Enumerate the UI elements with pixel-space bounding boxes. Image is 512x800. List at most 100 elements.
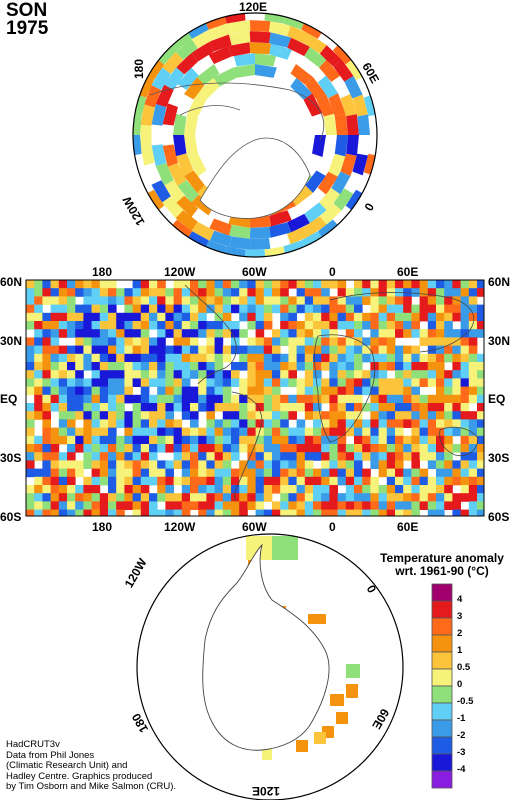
anomaly-cell	[140, 337, 150, 346]
polar-anomaly-cell	[155, 42, 178, 65]
anomaly-cell	[378, 353, 388, 363]
anomaly-cell	[83, 403, 92, 412]
anomaly-cell	[313, 493, 322, 502]
anomaly-cell	[345, 444, 355, 453]
anomaly-cell	[116, 452, 125, 461]
anomaly-cell	[427, 485, 437, 494]
anomaly-cell	[26, 411, 35, 420]
anomaly-cell	[149, 296, 158, 305]
anomaly-cell	[395, 509, 404, 516]
anomaly-cell	[222, 493, 232, 502]
anomaly-cell	[411, 329, 420, 338]
anomaly-cell	[288, 485, 297, 494]
anomaly-cell	[419, 427, 429, 437]
anomaly-cell	[190, 501, 199, 510]
anomaly-cell	[91, 419, 101, 428]
anomaly-cell	[329, 362, 338, 371]
anomaly-cell	[321, 476, 330, 486]
legend-swatch	[431, 668, 453, 687]
anomaly-cell	[263, 444, 273, 453]
anomaly-cell	[477, 468, 484, 478]
anomaly-cell	[362, 419, 371, 428]
anomaly-cell	[239, 501, 248, 510]
anomaly-cell	[329, 476, 338, 486]
anomaly-cell	[222, 370, 232, 379]
anomaly-cell	[42, 485, 51, 494]
anomaly-cell	[157, 362, 166, 371]
anomaly-cell	[239, 329, 248, 338]
anomaly-cell	[386, 321, 396, 330]
anomaly-cell	[206, 468, 215, 478]
anomaly-cell	[477, 403, 484, 412]
anomaly-cell	[436, 280, 445, 289]
main-map	[25, 279, 485, 517]
anomaly-cell	[222, 468, 232, 478]
australia-outline	[439, 426, 479, 457]
anomaly-cell	[255, 280, 265, 289]
anomaly-cell	[354, 370, 363, 379]
polar-anomaly-cell	[290, 63, 313, 85]
anomaly-cell	[214, 444, 224, 453]
anomaly-cell	[67, 296, 76, 305]
anomaly-cell	[411, 312, 420, 322]
polar-anomaly-cell	[264, 13, 286, 24]
anomaly-cell	[255, 403, 265, 412]
anomaly-cell	[42, 394, 51, 404]
anomaly-cell	[329, 378, 338, 387]
anomaly-cell	[231, 419, 240, 428]
anomaly-cell	[58, 468, 68, 478]
anomaly-cell	[255, 501, 265, 510]
anomaly-cell	[354, 304, 363, 314]
anomaly-cell	[436, 312, 445, 322]
anomaly-cell	[436, 394, 445, 404]
anomaly-cell	[354, 444, 363, 453]
anomaly-cell	[272, 411, 281, 420]
anomaly-cell	[173, 493, 183, 502]
anomaly-cell	[157, 296, 166, 305]
anomaly-cell	[149, 435, 158, 445]
polar-anomaly-cell	[287, 25, 310, 44]
anomaly-cell	[50, 337, 60, 346]
anomaly-cell	[124, 444, 133, 453]
polar-anomaly-cell	[316, 94, 335, 117]
anomaly-cell	[67, 394, 76, 404]
anomaly-cell	[116, 370, 125, 379]
anomaly-cell	[67, 280, 76, 289]
anomaly-cell	[34, 452, 43, 461]
anomaly-cell	[263, 403, 273, 412]
anomaly-cell	[460, 337, 470, 346]
anomaly-cell	[436, 362, 445, 371]
anomaly-cell	[288, 509, 297, 516]
anomaly-cell	[247, 280, 256, 289]
anomaly-cell	[403, 362, 412, 371]
anomaly-cell	[181, 378, 191, 387]
anomaly-cell	[26, 485, 35, 494]
anomaly-cell	[173, 386, 183, 396]
anomaly-cell	[149, 427, 158, 437]
anomaly-cell	[222, 460, 232, 469]
anomaly-cell	[50, 476, 60, 486]
anomaly-cell	[296, 296, 306, 305]
anomaly-cell	[75, 468, 84, 478]
anomaly-cell	[345, 485, 355, 494]
anomaly-cell	[116, 362, 125, 371]
anomaly-cell	[263, 345, 273, 355]
legend-tick-label: 0.5	[457, 662, 471, 673]
anomaly-cell	[231, 452, 240, 461]
anomaly-cell	[173, 345, 183, 355]
anomaly-cell	[460, 312, 470, 322]
anomaly-cell	[444, 444, 453, 453]
anomaly-cell	[165, 427, 174, 437]
anomaly-cell	[190, 321, 199, 330]
anomaly-cell	[124, 288, 133, 297]
anomaly-cell	[329, 427, 338, 437]
legend-swatch	[431, 617, 453, 636]
anomaly-cell	[83, 337, 92, 346]
anomaly-cell	[99, 345, 109, 355]
anomaly-cell	[42, 378, 51, 387]
polar-anomaly-cell	[133, 135, 142, 156]
anomaly-cell	[403, 476, 412, 486]
anomaly-cell	[99, 378, 109, 387]
anomaly-cell	[378, 345, 388, 355]
anomaly-cell	[272, 280, 281, 289]
